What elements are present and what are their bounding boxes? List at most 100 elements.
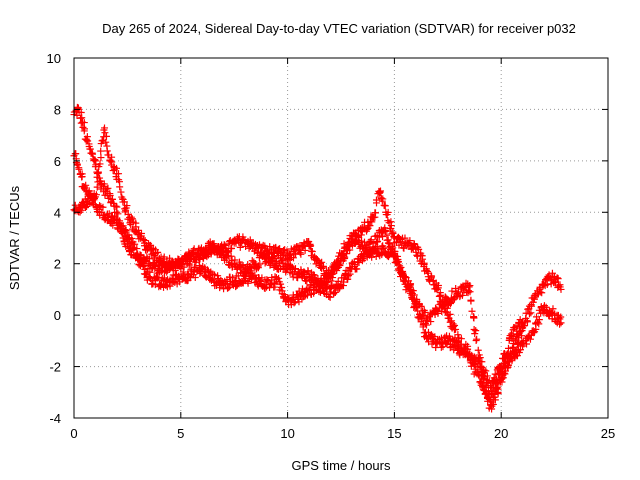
data-marker bbox=[415, 245, 423, 253]
data-marker bbox=[490, 393, 498, 401]
data-marker bbox=[228, 244, 236, 252]
data-marker bbox=[378, 243, 386, 251]
axis-ticks bbox=[73, 57, 609, 419]
data-marker bbox=[406, 280, 414, 288]
data-marker bbox=[79, 123, 87, 131]
data-marker bbox=[362, 244, 370, 252]
chart-title: Day 265 of 2024, Sidereal Day-to-day VTE… bbox=[102, 21, 576, 36]
data-marker bbox=[188, 250, 196, 258]
data-marker bbox=[339, 251, 347, 259]
data-marker bbox=[538, 289, 546, 297]
data-marker bbox=[162, 281, 170, 289]
data-marker bbox=[466, 288, 474, 296]
data-marker bbox=[277, 280, 285, 288]
data-marker bbox=[434, 309, 442, 317]
plot-area bbox=[70, 103, 565, 413]
data-marker bbox=[135, 226, 143, 234]
data-point bbox=[375, 188, 383, 196]
y-tick-label: 8 bbox=[54, 102, 61, 117]
data-marker bbox=[120, 227, 128, 235]
data-marker bbox=[462, 279, 470, 287]
data-marker bbox=[123, 202, 131, 210]
data-marker bbox=[80, 119, 88, 127]
data-marker bbox=[363, 225, 371, 233]
data-marker bbox=[179, 268, 187, 276]
grid-lines bbox=[74, 58, 608, 418]
data-marker bbox=[472, 365, 480, 373]
data-marker bbox=[343, 275, 351, 283]
data-marker bbox=[499, 374, 507, 382]
data-marker bbox=[251, 271, 259, 279]
data-marker bbox=[275, 274, 283, 282]
data-marker bbox=[217, 244, 225, 252]
data-marker bbox=[315, 288, 323, 296]
data-marker bbox=[526, 335, 534, 343]
data-marker bbox=[94, 169, 102, 177]
data-marker bbox=[376, 189, 384, 197]
x-tick-label: 5 bbox=[177, 426, 184, 441]
data-marker bbox=[368, 218, 376, 226]
data-marker bbox=[133, 245, 141, 253]
data-marker bbox=[301, 246, 309, 254]
data-marker bbox=[468, 307, 476, 315]
data-point bbox=[113, 208, 121, 216]
data-marker bbox=[78, 173, 86, 181]
data-marker bbox=[103, 185, 111, 193]
data-marker bbox=[463, 345, 471, 353]
x-tick-label: 0 bbox=[70, 426, 77, 441]
data-marker bbox=[276, 245, 284, 253]
data-marker bbox=[467, 297, 475, 305]
data-marker bbox=[384, 208, 392, 216]
data-marker bbox=[447, 300, 455, 308]
data-marker bbox=[310, 271, 318, 279]
series-3 bbox=[70, 124, 527, 392]
data-marker bbox=[183, 256, 191, 264]
data-marker bbox=[466, 282, 474, 290]
x-tick-label: 15 bbox=[387, 426, 401, 441]
data-marker bbox=[78, 114, 86, 122]
data-marker bbox=[437, 343, 445, 351]
data-marker bbox=[254, 264, 262, 272]
y-tick-label: -2 bbox=[49, 360, 61, 375]
data-marker bbox=[449, 320, 457, 328]
data-marker bbox=[248, 257, 256, 265]
data-marker bbox=[137, 230, 145, 238]
x-axis-label: GPS time / hours bbox=[292, 458, 391, 473]
data-marker bbox=[303, 291, 311, 299]
data-marker bbox=[446, 310, 454, 318]
data-marker bbox=[325, 293, 333, 301]
data-marker bbox=[549, 305, 557, 313]
data-marker bbox=[80, 125, 88, 133]
data-marker bbox=[528, 302, 536, 310]
data-marker bbox=[470, 361, 478, 369]
data-marker bbox=[102, 138, 110, 146]
tick-labels: 0 5 10 15 20 25 -4 -2 0 2 4 6 8 10 bbox=[47, 51, 616, 441]
data-marker bbox=[397, 263, 405, 271]
data-marker bbox=[120, 198, 128, 206]
data-marker bbox=[396, 262, 404, 270]
data-marker bbox=[335, 261, 343, 269]
data-point bbox=[433, 285, 441, 293]
data-marker bbox=[308, 248, 316, 256]
data-marker bbox=[244, 279, 252, 287]
data-marker bbox=[101, 129, 109, 137]
y-tick-label: 4 bbox=[54, 205, 61, 220]
data-marker bbox=[345, 272, 353, 280]
x-tick-label: 25 bbox=[601, 426, 615, 441]
data-marker bbox=[368, 253, 376, 261]
data-marker bbox=[439, 303, 447, 311]
data-marker bbox=[532, 325, 540, 333]
data-marker bbox=[358, 237, 366, 245]
data-marker bbox=[381, 202, 389, 210]
data-marker bbox=[96, 202, 104, 210]
data-marker bbox=[96, 160, 104, 168]
data-marker bbox=[493, 376, 501, 384]
data-marker bbox=[85, 140, 93, 148]
data-marker bbox=[421, 320, 429, 328]
data-marker bbox=[406, 237, 414, 245]
data-marker bbox=[324, 278, 332, 286]
data-marker bbox=[296, 249, 304, 257]
data-marker bbox=[394, 258, 402, 266]
data-marker bbox=[94, 178, 102, 186]
